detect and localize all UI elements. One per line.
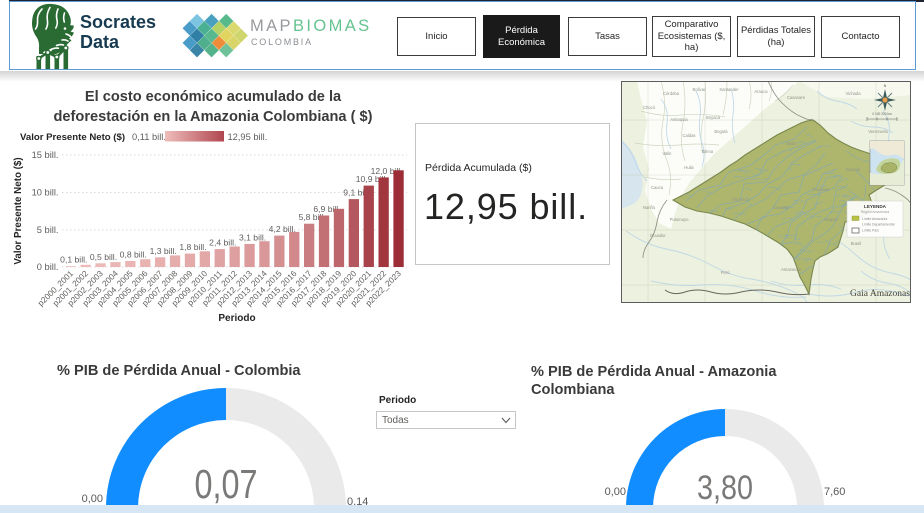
svg-text:0,5 bill.: 0,5 bill.: [90, 252, 117, 262]
svg-text:10 bill.: 10 bill.: [32, 188, 59, 198]
svg-text:Brasil: Brasil: [851, 241, 862, 246]
svg-text:Arauca: Arauca: [754, 89, 768, 94]
svg-text:Meta: Meta: [786, 141, 796, 146]
svg-text:2,4 bill.: 2,4 bill.: [209, 238, 236, 248]
svg-text:Límite Departamental: Límite Departamental: [862, 223, 895, 227]
svg-text:LEYENDA: LEYENDA: [864, 204, 887, 209]
svg-text:Límite País: Límite País: [862, 229, 879, 233]
svg-text:7,60: 7,60: [824, 486, 845, 498]
svg-text:10,9 bill.: 10,9 bill.: [356, 174, 388, 184]
svg-text:12,95 bill.: 12,95 bill.: [228, 132, 268, 142]
svg-text:9,1 bill.: 9,1 bill.: [343, 188, 370, 198]
svg-text:Caquetá: Caquetá: [773, 205, 790, 210]
svg-text:Vaupés: Vaupés: [824, 217, 838, 222]
svg-text:0 100 200 km: 0 100 200 km: [872, 112, 892, 116]
svg-text:MAPBIOMAS: MAPBIOMAS: [250, 17, 372, 35]
svg-text:Periodo: Periodo: [218, 313, 255, 324]
svg-text:Ecuador: Ecuador: [650, 233, 666, 238]
svg-text:El costo económico acumulado d: El costo económico acumulado de la: [85, 89, 342, 105]
svg-text:3,80: 3,80: [697, 469, 753, 507]
svg-text:15 bill.: 15 bill.: [32, 150, 59, 160]
svg-text:Región Amazónica: Región Amazónica: [861, 210, 889, 214]
svg-text:Cauca: Cauca: [651, 185, 664, 190]
svg-text:12,0 bill.: 12,0 bill.: [371, 166, 403, 176]
svg-text:COLOMBIA: COLOMBIA: [251, 37, 313, 47]
svg-text:Nariño: Nariño: [643, 205, 656, 210]
svg-text:Valor Presente Neto ($): Valor Presente Neto ($): [20, 132, 125, 143]
svg-text:Guainía: Guainía: [846, 167, 861, 172]
svg-text:6,9 bill.: 6,9 bill.: [313, 204, 340, 214]
svg-text:0,11 bill.: 0,11 bill.: [132, 132, 166, 142]
svg-text:4,2 bill.: 4,2 bill.: [269, 224, 296, 234]
svg-text:Valle: Valle: [662, 151, 672, 156]
svg-text:5,8 bill.: 5,8 bill.: [298, 212, 325, 222]
svg-text:Límite Amazonía: Límite Amazonía: [862, 217, 887, 221]
svg-text:0,00: 0,00: [605, 486, 626, 498]
svg-text:Bogotá: Bogotá: [714, 129, 728, 134]
svg-text:Córdoba: Córdoba: [663, 91, 680, 96]
svg-text:Florencia: Florencia: [732, 197, 750, 202]
svg-text:5 bill.: 5 bill.: [37, 225, 59, 235]
svg-text:Santander: Santander: [719, 87, 739, 92]
svg-text:Huila: Huila: [684, 165, 694, 170]
svg-text:0,8 bill.: 0,8 bill.: [120, 250, 147, 260]
svg-text:Casanare: Casanare: [787, 95, 806, 100]
svg-text:0,07: 0,07: [195, 461, 258, 507]
svg-text:Putumayo: Putumayo: [670, 217, 690, 222]
svg-text:Venezuela: Venezuela: [868, 129, 888, 134]
svg-text:Perú: Perú: [721, 270, 731, 275]
svg-text:Tolima: Tolima: [701, 149, 714, 154]
svg-text:deforestación en la Amazonia C: deforestación en la Amazonia Colombiana …: [54, 109, 373, 125]
svg-text:Valor Presente Neto ($): Valor Presente Neto ($): [13, 157, 24, 264]
svg-text:3,1 bill.: 3,1 bill.: [239, 232, 266, 242]
svg-text:1,8 bill.: 1,8 bill.: [179, 242, 206, 252]
svg-text:1,3 bill.: 1,3 bill.: [150, 246, 177, 256]
svg-text:Caldas: Caldas: [682, 133, 695, 138]
svg-text:Chocó: Chocó: [643, 105, 656, 110]
svg-text:Antioquia: Antioquia: [670, 117, 688, 122]
svg-text:0,00: 0,00: [82, 493, 103, 505]
svg-text:Guaviare: Guaviare: [813, 187, 831, 192]
svg-text:Amazonas: Amazonas: [781, 267, 801, 272]
svg-text:N: N: [884, 84, 887, 88]
svg-text:Gaia Amazonas: Gaia Amazonas: [850, 289, 910, 299]
svg-text:Boyacá: Boyacá: [706, 115, 721, 120]
svg-text:0 bill.: 0 bill.: [37, 262, 59, 272]
svg-text:Bolívar: Bolívar: [692, 87, 706, 92]
svg-text:Vichada: Vichada: [845, 91, 861, 96]
svg-text:0,1 bill.: 0,1 bill.: [60, 255, 87, 265]
